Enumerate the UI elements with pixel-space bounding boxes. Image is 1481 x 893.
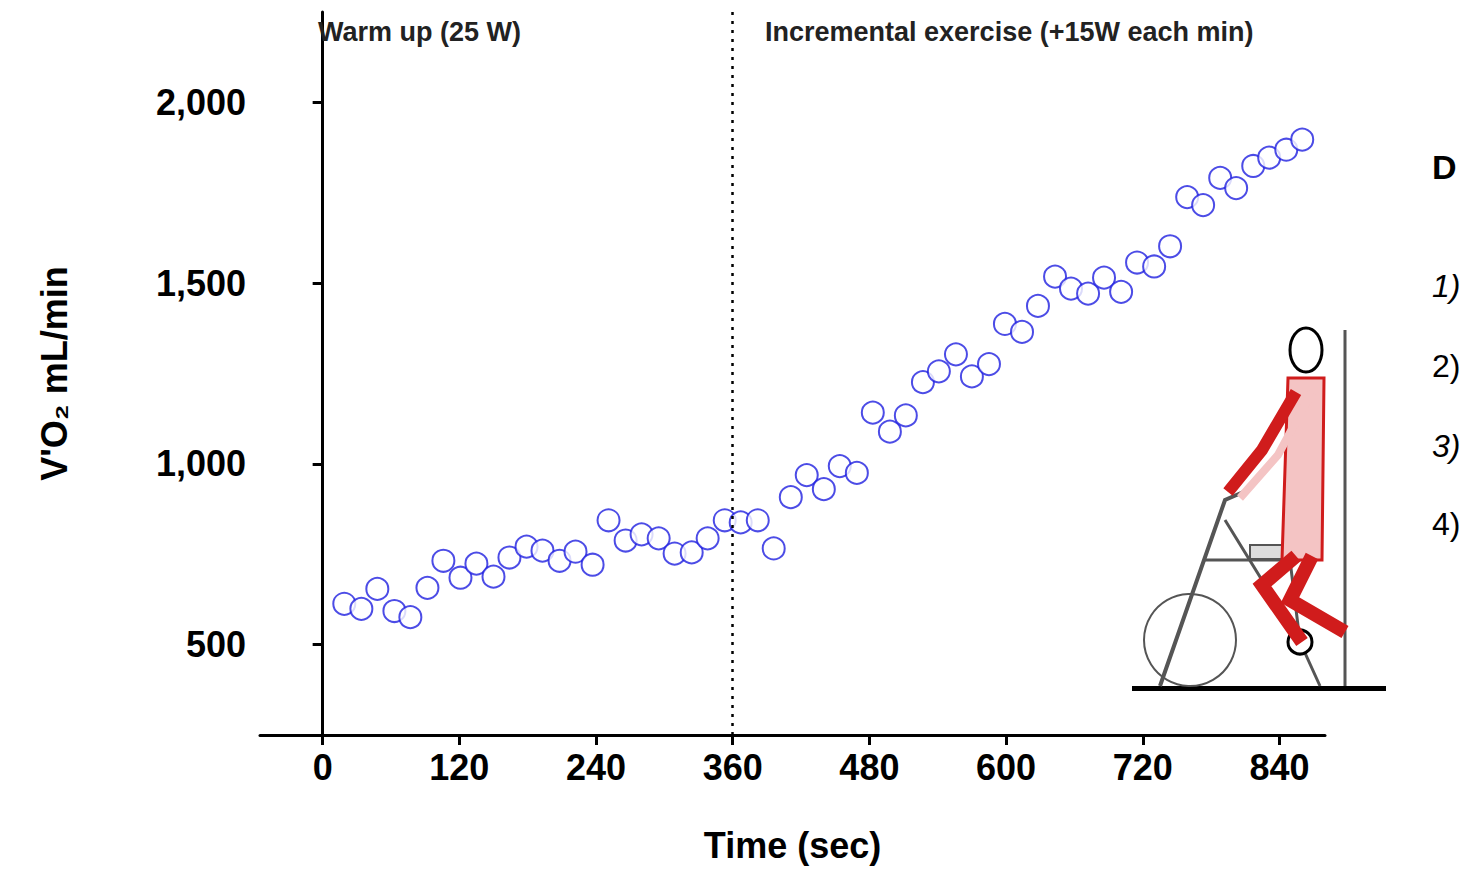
svg-text:V'O₂ mL/min: V'O₂ mL/min — [34, 266, 75, 481]
svg-text:240: 240 — [566, 747, 626, 788]
svg-text:480: 480 — [839, 747, 899, 788]
svg-text:500: 500 — [186, 624, 246, 665]
svg-text:1): 1) — [1432, 268, 1460, 304]
svg-text:Incremental exercise (+15W eac: Incremental exercise (+15W each min) — [765, 17, 1253, 47]
svg-text:D: D — [1432, 148, 1457, 186]
svg-text:600: 600 — [976, 747, 1036, 788]
svg-text:2): 2) — [1432, 348, 1460, 384]
svg-text:1,000: 1,000 — [156, 443, 246, 484]
svg-text:840: 840 — [1249, 747, 1309, 788]
svg-text:3): 3) — [1432, 428, 1460, 464]
svg-text:Time (sec): Time (sec) — [704, 825, 881, 866]
svg-text:0: 0 — [313, 747, 333, 788]
svg-text:Warm up (25 W): Warm up (25 W) — [318, 17, 521, 47]
svg-text:360: 360 — [703, 747, 763, 788]
svg-text:720: 720 — [1113, 747, 1173, 788]
svg-text:1,500: 1,500 — [156, 263, 246, 304]
svg-text:120: 120 — [429, 747, 489, 788]
svg-text:2,000: 2,000 — [156, 82, 246, 123]
svg-text:4): 4) — [1432, 506, 1460, 542]
